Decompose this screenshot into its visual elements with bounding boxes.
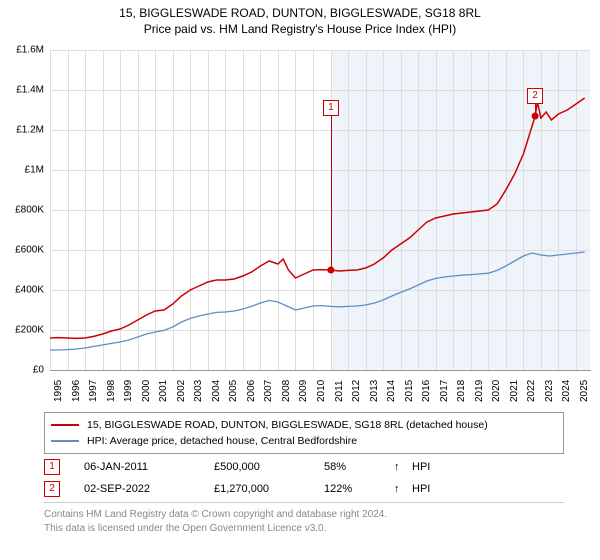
title-subtitle: Price paid vs. HM Land Registry's House …	[0, 22, 600, 36]
footer-separator	[44, 502, 564, 503]
transaction-row-2: 2 02-SEP-2022 £1,270,000 122% ↑ HPI	[44, 478, 430, 500]
transaction-hpi-2: HPI	[412, 483, 430, 495]
y-tick-label: £0	[33, 365, 44, 376]
legend-label-series2: HPI: Average price, detached house, Cent…	[87, 435, 357, 447]
title-address: 15, BIGGLESWADE ROAD, DUNTON, BIGGLESWAD…	[0, 6, 600, 20]
x-tick-label: 2014	[386, 380, 397, 402]
x-tick-label: 2003	[193, 380, 204, 402]
transaction-price-2: £1,270,000	[214, 483, 324, 495]
transaction-hpi-1: HPI	[412, 461, 430, 473]
series-line-hpi	[50, 252, 585, 350]
x-tick-label: 2018	[456, 380, 467, 402]
transactions-table: 1 06-JAN-2011 £500,000 58% ↑ HPI 2 02-SE…	[44, 456, 430, 500]
x-tick-label: 2019	[474, 380, 485, 402]
x-tick-label: 2024	[561, 380, 572, 402]
x-tick-label: 2005	[228, 380, 239, 402]
y-tick-label: £400K	[15, 285, 44, 296]
x-tick-label: 2002	[176, 380, 187, 402]
footer-line1: Contains HM Land Registry data © Crown c…	[44, 508, 387, 522]
footer-line2: This data is licensed under the Open Gov…	[44, 522, 387, 536]
x-tick-label: 2022	[526, 380, 537, 402]
y-tick-label: £600K	[15, 245, 44, 256]
legend-box: 15, BIGGLESWADE ROAD, DUNTON, BIGGLESWAD…	[44, 412, 564, 454]
x-tick-label: 2007	[263, 380, 274, 402]
transaction-row-1: 1 06-JAN-2011 £500,000 58% ↑ HPI	[44, 456, 430, 478]
x-tick-label: 2006	[246, 380, 257, 402]
transaction-marker-1: 1	[44, 459, 60, 475]
y-tick-label: £1M	[25, 165, 44, 176]
legend-row-series1: 15, BIGGLESWADE ROAD, DUNTON, BIGGLESWAD…	[51, 417, 557, 433]
x-tick-label: 2008	[281, 380, 292, 402]
x-tick-label: 2004	[211, 380, 222, 402]
x-tick-label: 1997	[88, 380, 99, 402]
y-tick-label: £1.4M	[16, 85, 44, 96]
x-tick-label: 2001	[158, 380, 169, 402]
y-tick-label: £1.6M	[16, 45, 44, 56]
transaction-date-1: 06-JAN-2011	[84, 461, 214, 473]
transaction-pct-2: 122%	[324, 483, 394, 495]
x-tick-label: 1996	[71, 380, 82, 402]
y-tick-label: £800K	[15, 205, 44, 216]
x-tick-label: 2015	[404, 380, 415, 402]
x-tick-label: 2000	[141, 380, 152, 402]
x-tick-label: 1995	[53, 380, 64, 402]
title-block: 15, BIGGLESWADE ROAD, DUNTON, BIGGLESWAD…	[0, 0, 600, 36]
legend-row-series2: HPI: Average price, detached house, Cent…	[51, 433, 557, 449]
transaction-pct-1: 58%	[324, 461, 394, 473]
transaction-date-2: 02-SEP-2022	[84, 483, 214, 495]
legend-swatch-series1	[51, 424, 79, 426]
chart-area: 12 £0£200K£400K£600K£800K£1M£1.2M£1.4M£1…	[50, 50, 590, 370]
chart-container: 15, BIGGLESWADE ROAD, DUNTON, BIGGLESWAD…	[0, 0, 600, 560]
sale-marker-box-2: 2	[527, 88, 543, 104]
x-tick-label: 2023	[544, 380, 555, 402]
y-tick-label: £1.2M	[16, 125, 44, 136]
x-tick-label: 2021	[509, 380, 520, 402]
x-tick-label: 2020	[491, 380, 502, 402]
y-tick-label: £200K	[15, 325, 44, 336]
series-line-price_paid	[50, 98, 585, 338]
footer-text: Contains HM Land Registry data © Crown c…	[44, 508, 387, 535]
x-tick-label: 2016	[421, 380, 432, 402]
line-series-svg	[50, 50, 590, 370]
legend-label-series1: 15, BIGGLESWADE ROAD, DUNTON, BIGGLESWAD…	[87, 419, 488, 431]
up-arrow-icon: ↑	[394, 483, 412, 495]
x-tick-label: 2011	[334, 380, 345, 402]
x-tick-label: 2012	[351, 380, 362, 402]
transaction-marker-2: 2	[44, 481, 60, 497]
up-arrow-icon: ↑	[394, 461, 412, 473]
x-tick-label: 2009	[298, 380, 309, 402]
x-tick-label: 1998	[106, 380, 117, 402]
sale-marker-box-1: 1	[323, 100, 339, 116]
transaction-price-1: £500,000	[214, 461, 324, 473]
x-tick-label: 1999	[123, 380, 134, 402]
x-tick-label: 2025	[579, 380, 590, 402]
x-tick-label: 2017	[439, 380, 450, 402]
x-tick-label: 2010	[316, 380, 327, 402]
legend-swatch-series2	[51, 440, 79, 442]
x-tick-label: 2013	[369, 380, 380, 402]
